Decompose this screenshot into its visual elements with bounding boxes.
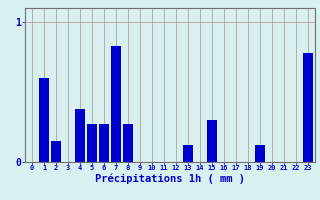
X-axis label: Précipitations 1h ( mm ): Précipitations 1h ( mm ) — [95, 174, 245, 184]
Bar — [99, 124, 109, 162]
Bar — [87, 124, 97, 162]
Bar — [207, 120, 217, 162]
Bar — [303, 53, 313, 162]
Bar — [75, 109, 85, 162]
Bar — [39, 78, 49, 162]
Bar — [111, 46, 121, 162]
Bar — [183, 145, 193, 162]
Bar — [123, 124, 133, 162]
Bar — [51, 141, 61, 162]
Bar — [255, 145, 265, 162]
